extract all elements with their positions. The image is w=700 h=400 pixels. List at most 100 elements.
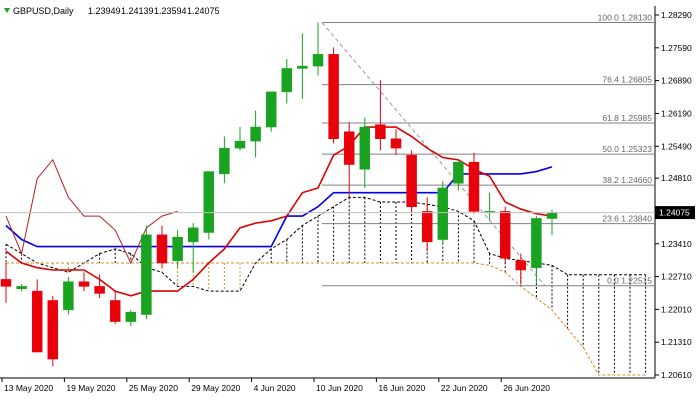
- header-open: 1.23949: [88, 6, 121, 16]
- candle: [468, 152, 480, 214]
- candle: [187, 223, 199, 273]
- candle: [203, 171, 215, 240]
- price-tick-label: 1.24810: [661, 173, 692, 183]
- candle-body: [515, 260, 527, 271]
- price-tick-label: 1.21310: [661, 337, 692, 347]
- price-tick-label: 1.26890: [661, 76, 692, 86]
- price-tick-label: 1.28290: [661, 10, 692, 20]
- candle: [375, 80, 386, 151]
- time-tick-label: 16 Jun 2020: [378, 383, 425, 393]
- candle: [47, 295, 59, 367]
- candle: [94, 274, 105, 299]
- price-tick-label: 1.23410: [661, 239, 692, 249]
- chart-header: GBPUSD,Daily 1.23949 1.24139 1.23594 1.2…: [4, 6, 220, 16]
- candle: [156, 225, 168, 268]
- time-tick-label: 22 Jun 2020: [441, 383, 488, 393]
- price-tick-label: 1.22710: [661, 272, 692, 282]
- candle-body: [312, 54, 324, 67]
- candle: [406, 150, 417, 212]
- candle-body: [16, 286, 27, 289]
- last-price-label: 1.24075: [659, 208, 690, 218]
- header-low: 1.23594: [154, 6, 187, 16]
- candle-body: [390, 138, 402, 149]
- chikou-span-line: [5, 158, 178, 265]
- candle: [141, 225, 152, 320]
- candle: [297, 33, 308, 99]
- candle: [109, 291, 121, 324]
- candles: [0, 22, 558, 367]
- time-tick-label: 19 May 2020: [66, 383, 115, 393]
- candle-body: [0, 279, 12, 287]
- fib-level-label: 0.0 1.22515: [607, 276, 652, 286]
- candle-body: [406, 154, 417, 207]
- fib-level-label: 23.6 1.23840: [602, 214, 652, 224]
- candle: [31, 279, 43, 353]
- candle: [453, 159, 464, 191]
- senkou-span-a-line: [5, 196, 646, 292]
- candle: [515, 253, 527, 285]
- candle-body: [109, 300, 121, 322]
- fibonacci-retracement: 100.0 1.28130 76.4 1.26805 61.8 1.25985 50.…: [321, 13, 654, 287]
- candle: [63, 277, 74, 315]
- candle-body: [265, 91, 277, 128]
- last-price-box: [655, 206, 695, 220]
- candle-body: [297, 65, 308, 69]
- candle: [219, 136, 230, 184]
- fib-level-label: 50.0 1.25323: [602, 144, 652, 154]
- candle-body: [31, 290, 43, 353]
- candle-body: [453, 161, 464, 184]
- candle-body: [219, 147, 230, 175]
- time-tick-label: 26 Jun 2020: [503, 383, 550, 393]
- candle-body: [125, 311, 137, 322]
- candle: [359, 117, 371, 188]
- time-tick-label: 13 May 2020: [4, 383, 53, 393]
- candle-body: [468, 161, 480, 212]
- candle: [234, 127, 246, 151]
- candle-body: [531, 218, 542, 268]
- candle: [499, 206, 511, 263]
- header-high: 1.24139: [121, 6, 154, 16]
- candle-body: [141, 234, 152, 315]
- candle-body: [328, 54, 339, 139]
- candle-body: [78, 281, 90, 287]
- candle-body: [203, 171, 215, 233]
- fib-level-label: 61.8 1.25985: [602, 113, 652, 123]
- candle-body: [375, 124, 386, 139]
- header-close: 1.24075: [187, 6, 220, 16]
- candle: [16, 284, 27, 292]
- time-tick-label: 29 May 2020: [191, 383, 240, 393]
- candle-body: [156, 234, 168, 264]
- candle-body: [187, 227, 199, 243]
- candle: [390, 129, 402, 156]
- candle: [546, 209, 558, 236]
- candle: [281, 59, 293, 104]
- candle: [250, 110, 261, 158]
- price-tick-label: 1.22010: [661, 304, 692, 314]
- candle: [343, 122, 355, 198]
- candle-body: [343, 131, 355, 165]
- candle-body: [63, 281, 74, 311]
- candle-body: [250, 126, 261, 142]
- price-tick-label: 1.27590: [661, 43, 692, 53]
- candle: [531, 216, 542, 285]
- tenkan-sen-line: [5, 126, 553, 297]
- candle: [0, 262, 12, 303]
- candle-body: [234, 140, 246, 149]
- header-symbol: GBPUSD,Daily: [13, 6, 74, 16]
- candle: [421, 197, 433, 252]
- candle-body: [546, 212, 558, 219]
- price-tick-label: 1.20610: [661, 370, 692, 380]
- last-price-marker: 1.24075: [655, 206, 695, 220]
- fib-level-label: 38.2 1.24660: [602, 175, 652, 185]
- candle: [78, 272, 90, 292]
- candle-body: [94, 286, 105, 294]
- candle-body: [359, 126, 371, 170]
- price-tick-label: 1.25490: [661, 141, 692, 151]
- candle-body: [421, 211, 433, 243]
- candle: [265, 91, 277, 132]
- candle-body: [499, 211, 511, 259]
- senkou-span-b-line: [6, 262, 646, 376]
- candle-body: [281, 68, 293, 93]
